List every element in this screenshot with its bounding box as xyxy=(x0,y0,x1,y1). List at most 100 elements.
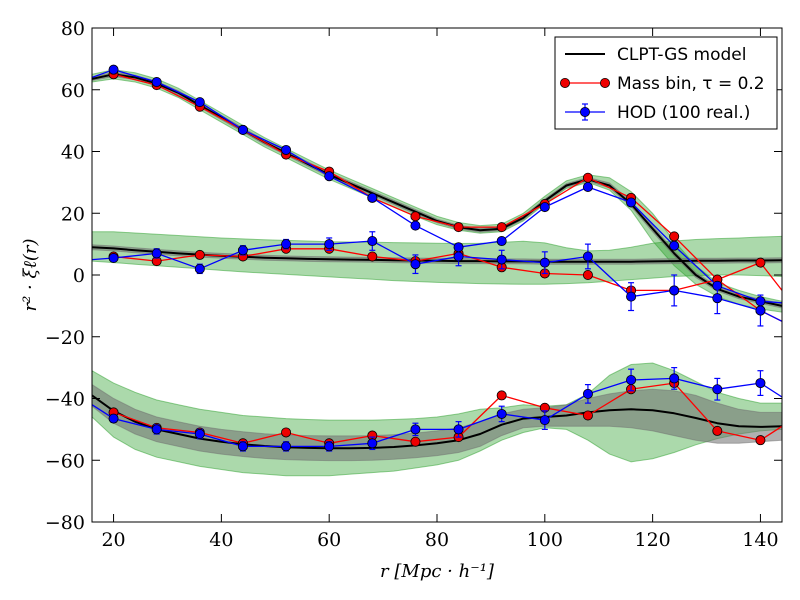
x-tick-label: 120 xyxy=(634,529,670,551)
hod-point xyxy=(669,274,680,307)
x-tick-label: 80 xyxy=(425,529,449,551)
hod-point xyxy=(151,77,162,88)
x-tick-label: 60 xyxy=(317,529,341,551)
hod-line-hexadecapole xyxy=(92,377,782,448)
hod-point xyxy=(367,436,378,451)
hod-marker xyxy=(712,384,723,395)
mass-bin-point xyxy=(755,435,766,446)
hod-marker xyxy=(108,253,119,264)
hod-marker xyxy=(669,285,680,296)
hod-point xyxy=(367,231,378,251)
legend-item-hod: HOD (100 real.) xyxy=(565,103,750,123)
mass-bin-point xyxy=(496,222,507,233)
x-tick-label: 40 xyxy=(209,529,233,551)
mass-bin-point xyxy=(367,251,378,262)
hod-marker xyxy=(582,251,593,262)
hod-marker xyxy=(453,251,464,262)
hod-marker xyxy=(237,245,248,256)
hod-point xyxy=(755,370,766,397)
hod-point xyxy=(151,248,162,259)
hod-point xyxy=(582,243,593,270)
mass-bin-point xyxy=(582,410,593,421)
model-curve-monopole xyxy=(92,73,782,307)
hod-point xyxy=(194,428,205,440)
mass-bin-point xyxy=(496,390,507,401)
hod-point xyxy=(539,251,550,275)
grey-band-quadrupole xyxy=(92,244,782,265)
hod-point xyxy=(539,410,550,430)
hod-point xyxy=(237,441,248,452)
x-tick-label: 20 xyxy=(101,529,125,551)
mass-bin-point xyxy=(582,269,593,280)
hod-point xyxy=(626,282,637,312)
hod-marker xyxy=(324,171,335,182)
legend: CLPT-GS model Mass bin, τ = 0.2 HOD (100 r… xyxy=(554,36,778,130)
hod-marker xyxy=(281,144,292,155)
hod-marker xyxy=(755,305,766,316)
hod-point xyxy=(281,441,292,452)
mass-bin-point xyxy=(582,172,593,183)
hod-marker xyxy=(410,220,421,231)
hod-point xyxy=(626,368,637,392)
hod-marker xyxy=(194,97,205,108)
tick-labels: 20 40 60 80 100 120 140 −80 −60 −40 −20 0 20 40 60 80 xyxy=(45,18,779,551)
hod-point xyxy=(108,253,119,264)
hod-point xyxy=(410,220,421,231)
hod-marker xyxy=(496,236,507,247)
model-curve-hexadecapole xyxy=(92,394,782,450)
mass-bin-point xyxy=(669,231,680,242)
hod-marker xyxy=(151,77,162,88)
legend-marker xyxy=(580,107,591,118)
hod-marker xyxy=(367,192,378,203)
hod-marker xyxy=(539,257,550,268)
mass-bin-point xyxy=(281,427,292,438)
hod-marker xyxy=(151,424,162,435)
hod-point xyxy=(496,249,507,270)
y-tick-label: 20 xyxy=(61,203,85,225)
hod-marker xyxy=(237,441,248,452)
hod-point xyxy=(712,377,723,401)
hod-series xyxy=(92,64,782,452)
hod-marker xyxy=(755,378,766,389)
hod-marker xyxy=(453,424,464,435)
hod-point xyxy=(582,182,593,193)
hod-marker xyxy=(410,424,421,435)
legend-label: CLPT-GS model xyxy=(617,45,746,65)
mass-bin-point xyxy=(194,249,205,260)
hod-point xyxy=(237,245,248,256)
hod-point xyxy=(453,246,464,267)
hod-marker xyxy=(626,197,637,208)
hod-point xyxy=(626,197,637,208)
hod-point xyxy=(367,192,378,203)
hod-point xyxy=(539,202,550,213)
hod-point xyxy=(281,238,292,250)
hod-point xyxy=(496,405,507,423)
legend-item-model: CLPT-GS model xyxy=(565,45,746,65)
axis-ticks xyxy=(92,27,782,523)
hod-point xyxy=(108,413,119,424)
hod-point xyxy=(194,97,205,108)
hod-line-monopole xyxy=(92,69,782,304)
hod-marker xyxy=(367,438,378,449)
legend-label: HOD (100 real.) xyxy=(617,103,750,123)
x-tick-label: 100 xyxy=(527,529,563,551)
hod-point xyxy=(151,424,162,435)
y-tick-label: −20 xyxy=(45,327,85,349)
hod-marker xyxy=(669,240,680,251)
hod-marker xyxy=(108,413,119,424)
hod-marker xyxy=(712,293,723,304)
hod-point xyxy=(496,236,507,247)
hod-marker xyxy=(367,236,378,247)
y-tick-label: 0 xyxy=(73,265,85,287)
hod-point xyxy=(324,441,335,452)
hod-marker xyxy=(324,239,335,250)
hod-marker xyxy=(539,202,550,213)
y-tick-label: −40 xyxy=(45,389,85,411)
legend-item-mass: Mass bin, τ = 0.2 xyxy=(560,74,765,94)
hod-point xyxy=(237,124,248,135)
hod-point xyxy=(410,422,421,437)
mass-bin-point xyxy=(755,257,766,268)
legend-marker xyxy=(560,78,571,89)
hod-point xyxy=(194,263,205,275)
